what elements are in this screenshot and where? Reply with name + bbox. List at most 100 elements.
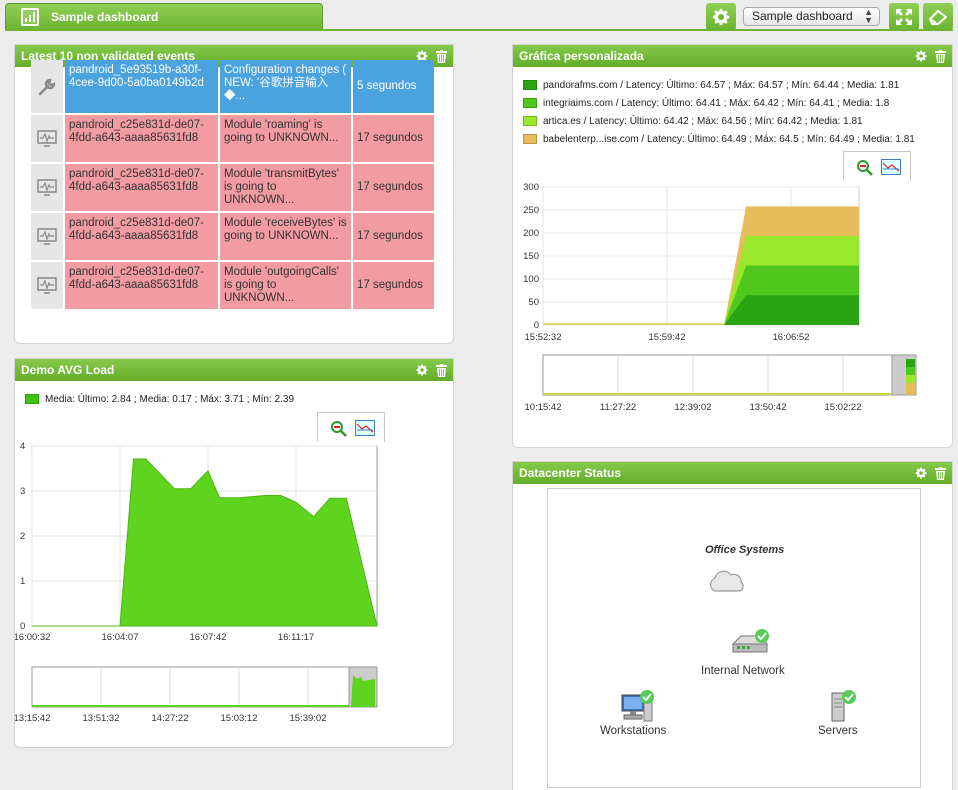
event-row[interactable]: pandroid_c25e831d-de07-4fdd-a643-aaaa856… [31,164,434,211]
legend-swatch [523,98,537,108]
trash-icon[interactable] [436,364,447,377]
monitor-icon [31,164,63,211]
y-tick-label: 200 [523,228,539,239]
dashboard-select[interactable]: Sample dashboard ▲ ▼ [743,7,880,26]
series-area [32,458,378,627]
overview-tick-label: 11:27:22 [600,402,636,413]
datacenter-widget-title: Datacenter Status [519,466,622,480]
x-tick-label: 16:11:17 [278,632,314,643]
chart-tools [843,151,911,181]
event-row[interactable]: pandroid_c25e831d-de07-4fdd-a643-aaaa856… [31,262,434,309]
event-agent: pandroid_c25e831d-de07-4fdd-a643-aaaa856… [65,164,218,211]
legend-item: pandorafms.com / Latency: Último: 64.57 … [523,76,915,94]
trash-icon[interactable] [436,50,447,63]
overview-tick-label: 15:03:12 [221,713,258,724]
y-tick-label: 300 [523,182,539,193]
avg-load-widget-header: Demo AVG Load [15,359,453,381]
legend-text: artica.es / Latency: Último: 64.42 ; Máx… [543,115,863,127]
monitor-icon [31,213,63,260]
event-description: Module 'outgoingCalls' is going to UNKNO… [220,262,351,309]
dashboard-settings-button[interactable] [706,3,736,30]
custom-graph-widget-title: Gráfica personalizada [519,49,644,63]
avg-load-chart: 0 1 2 3 4 16:00:32 16:04:07 16:07:42 16:11:17 13:… [15,441,378,724]
network-switch-icon[interactable] [731,628,771,656]
cloud-icon[interactable] [707,569,745,593]
wrench-icon [31,60,63,113]
avg-load-widget-title: Demo AVG Load [21,363,115,377]
graph-view-icon[interactable] [881,159,901,175]
zoom-icon[interactable] [856,159,874,177]
overview-tick-label: 13:50:42 [750,402,787,413]
legend-swatch [523,80,537,90]
trash-icon[interactable] [935,467,946,480]
node-label: Workstations [600,725,667,737]
dashboard-select-value: Sample dashboard [752,9,853,23]
dashboard-icon [21,8,39,26]
trash-icon[interactable] [935,50,946,63]
y-tick-label: 0 [20,621,25,632]
event-agent: pandroid_c25e831d-de07-4fdd-a643-aaaa856… [65,213,218,260]
overview-tick-label: 10:15:42 [525,402,562,413]
zoom-icon[interactable] [330,420,348,438]
custom-graph-widget-header: Gráfica personalizada [513,45,952,67]
y-tick-label: 0 [534,320,539,331]
legend-item: babelenterp...ise.com / Latency: Último:… [523,130,915,148]
y-tick-label: 3 [20,486,25,497]
legend-text: Media: Último: 2.84 ; Media: 0.17 ; Máx:… [45,393,295,405]
event-description: Module 'roaming' is going to UNKNOWN... [220,115,351,162]
node-label: Servers [818,725,858,737]
overview-area [31,666,378,708]
event-description: Module 'transmitBytes' is going to UNKNO… [220,164,351,211]
fullscreen-button[interactable] [889,3,919,30]
events-widget: Latest 10 non validated events pandroid_… [14,44,454,344]
event-time: 17 segundos [353,115,434,162]
x-tick-label: 16:06:52 [773,332,810,343]
event-row[interactable]: pandroid_c25e831d-de07-4fdd-a643-aaaa856… [31,115,434,162]
dashboard-tab-title: Sample dashboard [51,10,159,24]
y-tick-label: 150 [523,251,539,262]
event-agent: pandroid_5e93519b-a30f-4cee-9d00-5a0ba01… [65,60,218,113]
legend-swatch [25,394,39,404]
eraser-icon [929,9,947,25]
graph-view-icon[interactable] [355,420,375,436]
node-label: Internal Network [701,665,785,677]
event-agent: pandroid_c25e831d-de07-4fdd-a643-aaaa856… [65,115,218,162]
edit-button[interactable] [923,3,953,30]
y-tick-label: 2 [20,531,25,542]
workstation-icon[interactable] [620,689,656,723]
legend-swatch [523,116,537,126]
x-tick-label: 16:00:32 [15,632,50,643]
custom-legend: pandorafms.com / Latency: Último: 64.57 … [523,76,915,148]
event-row[interactable]: pandroid_5e93519b-a30f-4cee-9d00-5a0ba01… [31,60,434,113]
gear-icon[interactable] [416,364,428,376]
legend-text: pandorafms.com / Latency: Último: 64.57 … [543,79,900,91]
event-row[interactable]: pandroid_c25e831d-de07-4fdd-a643-aaaa856… [31,213,434,260]
event-description: Configuration changes ( NEW: '谷歌拼音输入◆... [220,60,351,113]
legend-item: Media: Último: 2.84 ; Media: 0.17 ; Máx:… [25,390,294,408]
datacenter-widget: Datacenter Status Office Systems Interna… [512,461,953,790]
avg-legend: Media: Último: 2.84 ; Media: 0.17 ; Máx:… [25,390,294,408]
legend-item: integriaims.com / Latency: Último: 64.41… [523,94,915,112]
legend-text: babelenterp...ise.com / Latency: Último:… [543,133,915,145]
series-area [543,295,859,325]
gear-icon[interactable] [416,50,428,62]
legend-text: integriaims.com / Latency: Último: 64.41… [543,97,890,109]
overview-series [906,383,915,395]
events-table: pandroid_5e93519b-a30f-4cee-9d00-5a0ba01… [31,60,434,311]
gear-icon[interactable] [915,50,927,62]
dashboard-tab[interactable]: Sample dashboard [5,3,323,30]
datacenter-widget-header: Datacenter Status [513,462,952,484]
monitor-icon [31,115,63,162]
event-time: 17 segundos [353,164,434,211]
x-tick-label: 15:59:42 [649,332,686,343]
gear-icon[interactable] [915,467,927,479]
server-icon[interactable] [828,689,860,723]
event-time: 17 segundos [353,213,434,260]
y-tick-label: 100 [523,274,539,285]
legend-item: artica.es / Latency: Último: 64.42 ; Máx… [523,112,915,130]
event-time: 17 segundos [353,262,434,309]
overview-tick-label: 14:27:22 [152,713,189,724]
chart-tools [317,412,385,442]
event-time: 5 segundos [353,60,434,113]
avg-load-widget: Demo AVG Load Media: Último: 2.84 ; Medi… [14,358,454,748]
